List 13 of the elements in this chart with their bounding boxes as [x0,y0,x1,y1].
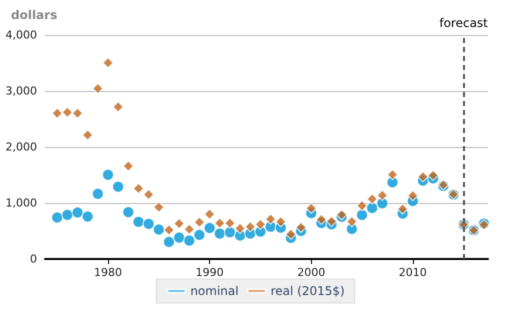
y-axis-title: dollars [11,8,58,22]
ref-line-label: forecast [439,16,488,30]
x-tick-label: 2000 [297,266,326,279]
y-tick-label: 3,000 [6,84,37,98]
y-tick-label: 1,000 [6,196,37,210]
x-tick-label: 1980 [94,266,122,279]
y-tick-label: 0 [30,252,37,266]
legend-label: real (2015$) [270,284,345,298]
legend-label: nominal [190,284,239,298]
y-tick-label: 4,000 [6,28,37,42]
x-tick-label: 1990 [196,266,224,279]
y-tick-label: 2,000 [6,140,37,154]
x-tick-label: 2010 [398,266,427,279]
